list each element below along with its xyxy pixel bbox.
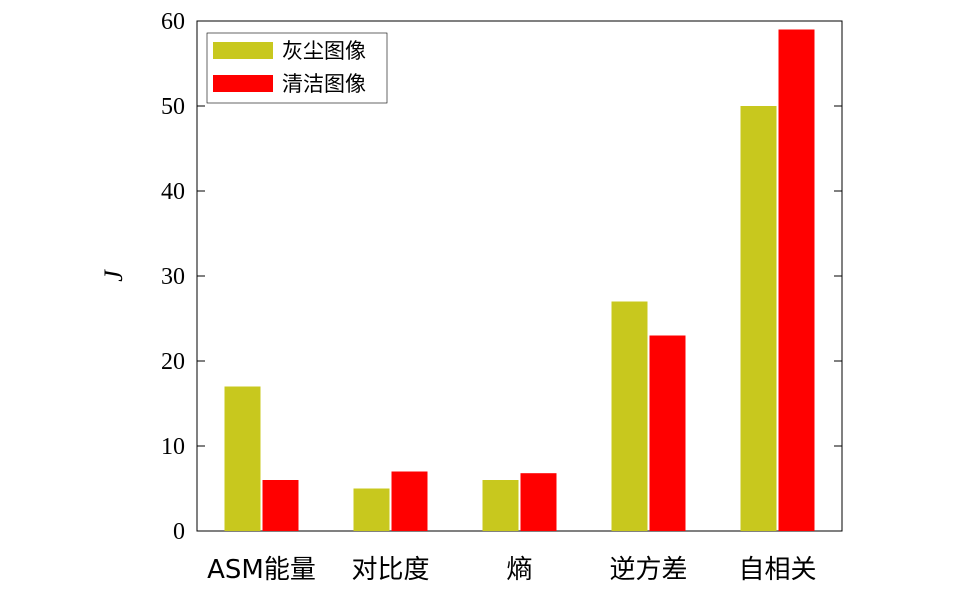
x-category-label: 自相关 <box>738 555 816 585</box>
bar-clean <box>778 29 815 531</box>
y-tick-label: 60 <box>161 9 185 35</box>
legend: 灰尘图像 清洁图像 <box>206 32 388 104</box>
legend-label-dust: 灰尘图像 <box>282 39 366 63</box>
bar-dust <box>482 480 519 531</box>
bar-dust <box>611 301 648 531</box>
y-tick-label: 40 <box>161 179 185 205</box>
x-category-label: ASM能量 <box>207 555 316 585</box>
y-tick-label: 10 <box>161 434 185 460</box>
legend-swatch-clean <box>213 75 273 92</box>
x-axis-categories: ASM能量 对比度 熵 逆方差 自相关 <box>207 555 816 585</box>
x-category-label: 对比度 <box>351 555 429 585</box>
bars <box>224 29 815 531</box>
y-tick-label: 0 <box>173 519 185 545</box>
bar-clean <box>391 471 428 531</box>
legend-label-clean: 清洁图像 <box>282 72 366 96</box>
bar-clean <box>649 335 686 531</box>
y-tick-label: 50 <box>161 94 185 120</box>
bar-clean <box>520 473 557 531</box>
y-axis-label: J <box>99 269 128 282</box>
y-tick-label: 30 <box>161 264 185 290</box>
x-category-label: 逆方差 <box>609 555 687 585</box>
bar-clean <box>262 480 299 531</box>
bar-dust <box>740 106 777 531</box>
bar-dust <box>353 488 390 531</box>
bar-dust <box>224 386 261 531</box>
legend-swatch-dust <box>213 42 273 59</box>
y-axis: 0 10 20 30 40 50 60 <box>161 9 842 545</box>
x-category-label: 熵 <box>506 555 532 585</box>
y-tick-label: 20 <box>161 349 185 375</box>
